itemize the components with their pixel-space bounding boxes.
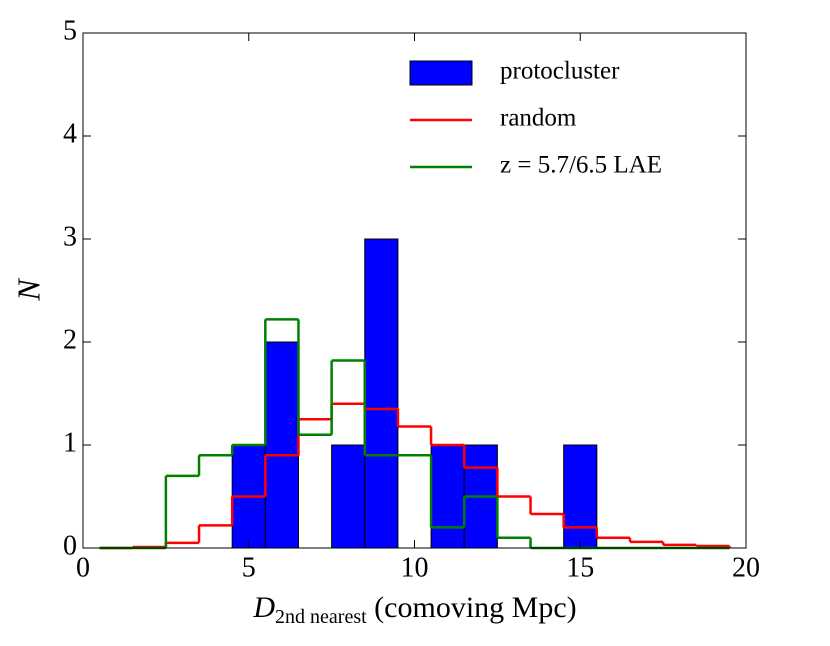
y-tick-label: 0 — [63, 530, 77, 561]
x-label-main: D — [252, 591, 275, 624]
x-label-rest: (comoving Mpc) — [367, 591, 577, 624]
axes-frame — [82, 32, 747, 549]
y-tick-label: 1 — [63, 427, 77, 458]
x-axis-label: D2nd nearest (comoving Mpc) — [252, 591, 576, 628]
legend-label: protocluster — [500, 58, 620, 85]
legend-label: z = 5.7/6.5 LAE — [500, 152, 662, 179]
x-label-sub: 2nd nearest — [275, 606, 367, 628]
y-axis-label: N — [10, 278, 46, 302]
legend-label: random — [500, 105, 577, 132]
x-tick-label: 15 — [566, 552, 594, 583]
x-tick-label: 5 — [242, 552, 256, 583]
x-tick-label: 0 — [76, 552, 90, 583]
x-tick-label: 20 — [732, 552, 760, 583]
plot-area — [99, 238, 731, 550]
x-tick-label: 10 — [401, 552, 429, 583]
y-tick-label: 5 — [63, 15, 77, 46]
y-tick-label: 3 — [63, 221, 77, 252]
bar — [430, 444, 465, 549]
bar — [364, 238, 399, 549]
y-tick-label: 4 — [63, 118, 77, 149]
bar — [264, 341, 299, 549]
y-tick-label: 2 — [63, 324, 77, 355]
bar — [563, 444, 598, 549]
bar — [331, 444, 366, 549]
legend-swatch — [409, 60, 473, 86]
